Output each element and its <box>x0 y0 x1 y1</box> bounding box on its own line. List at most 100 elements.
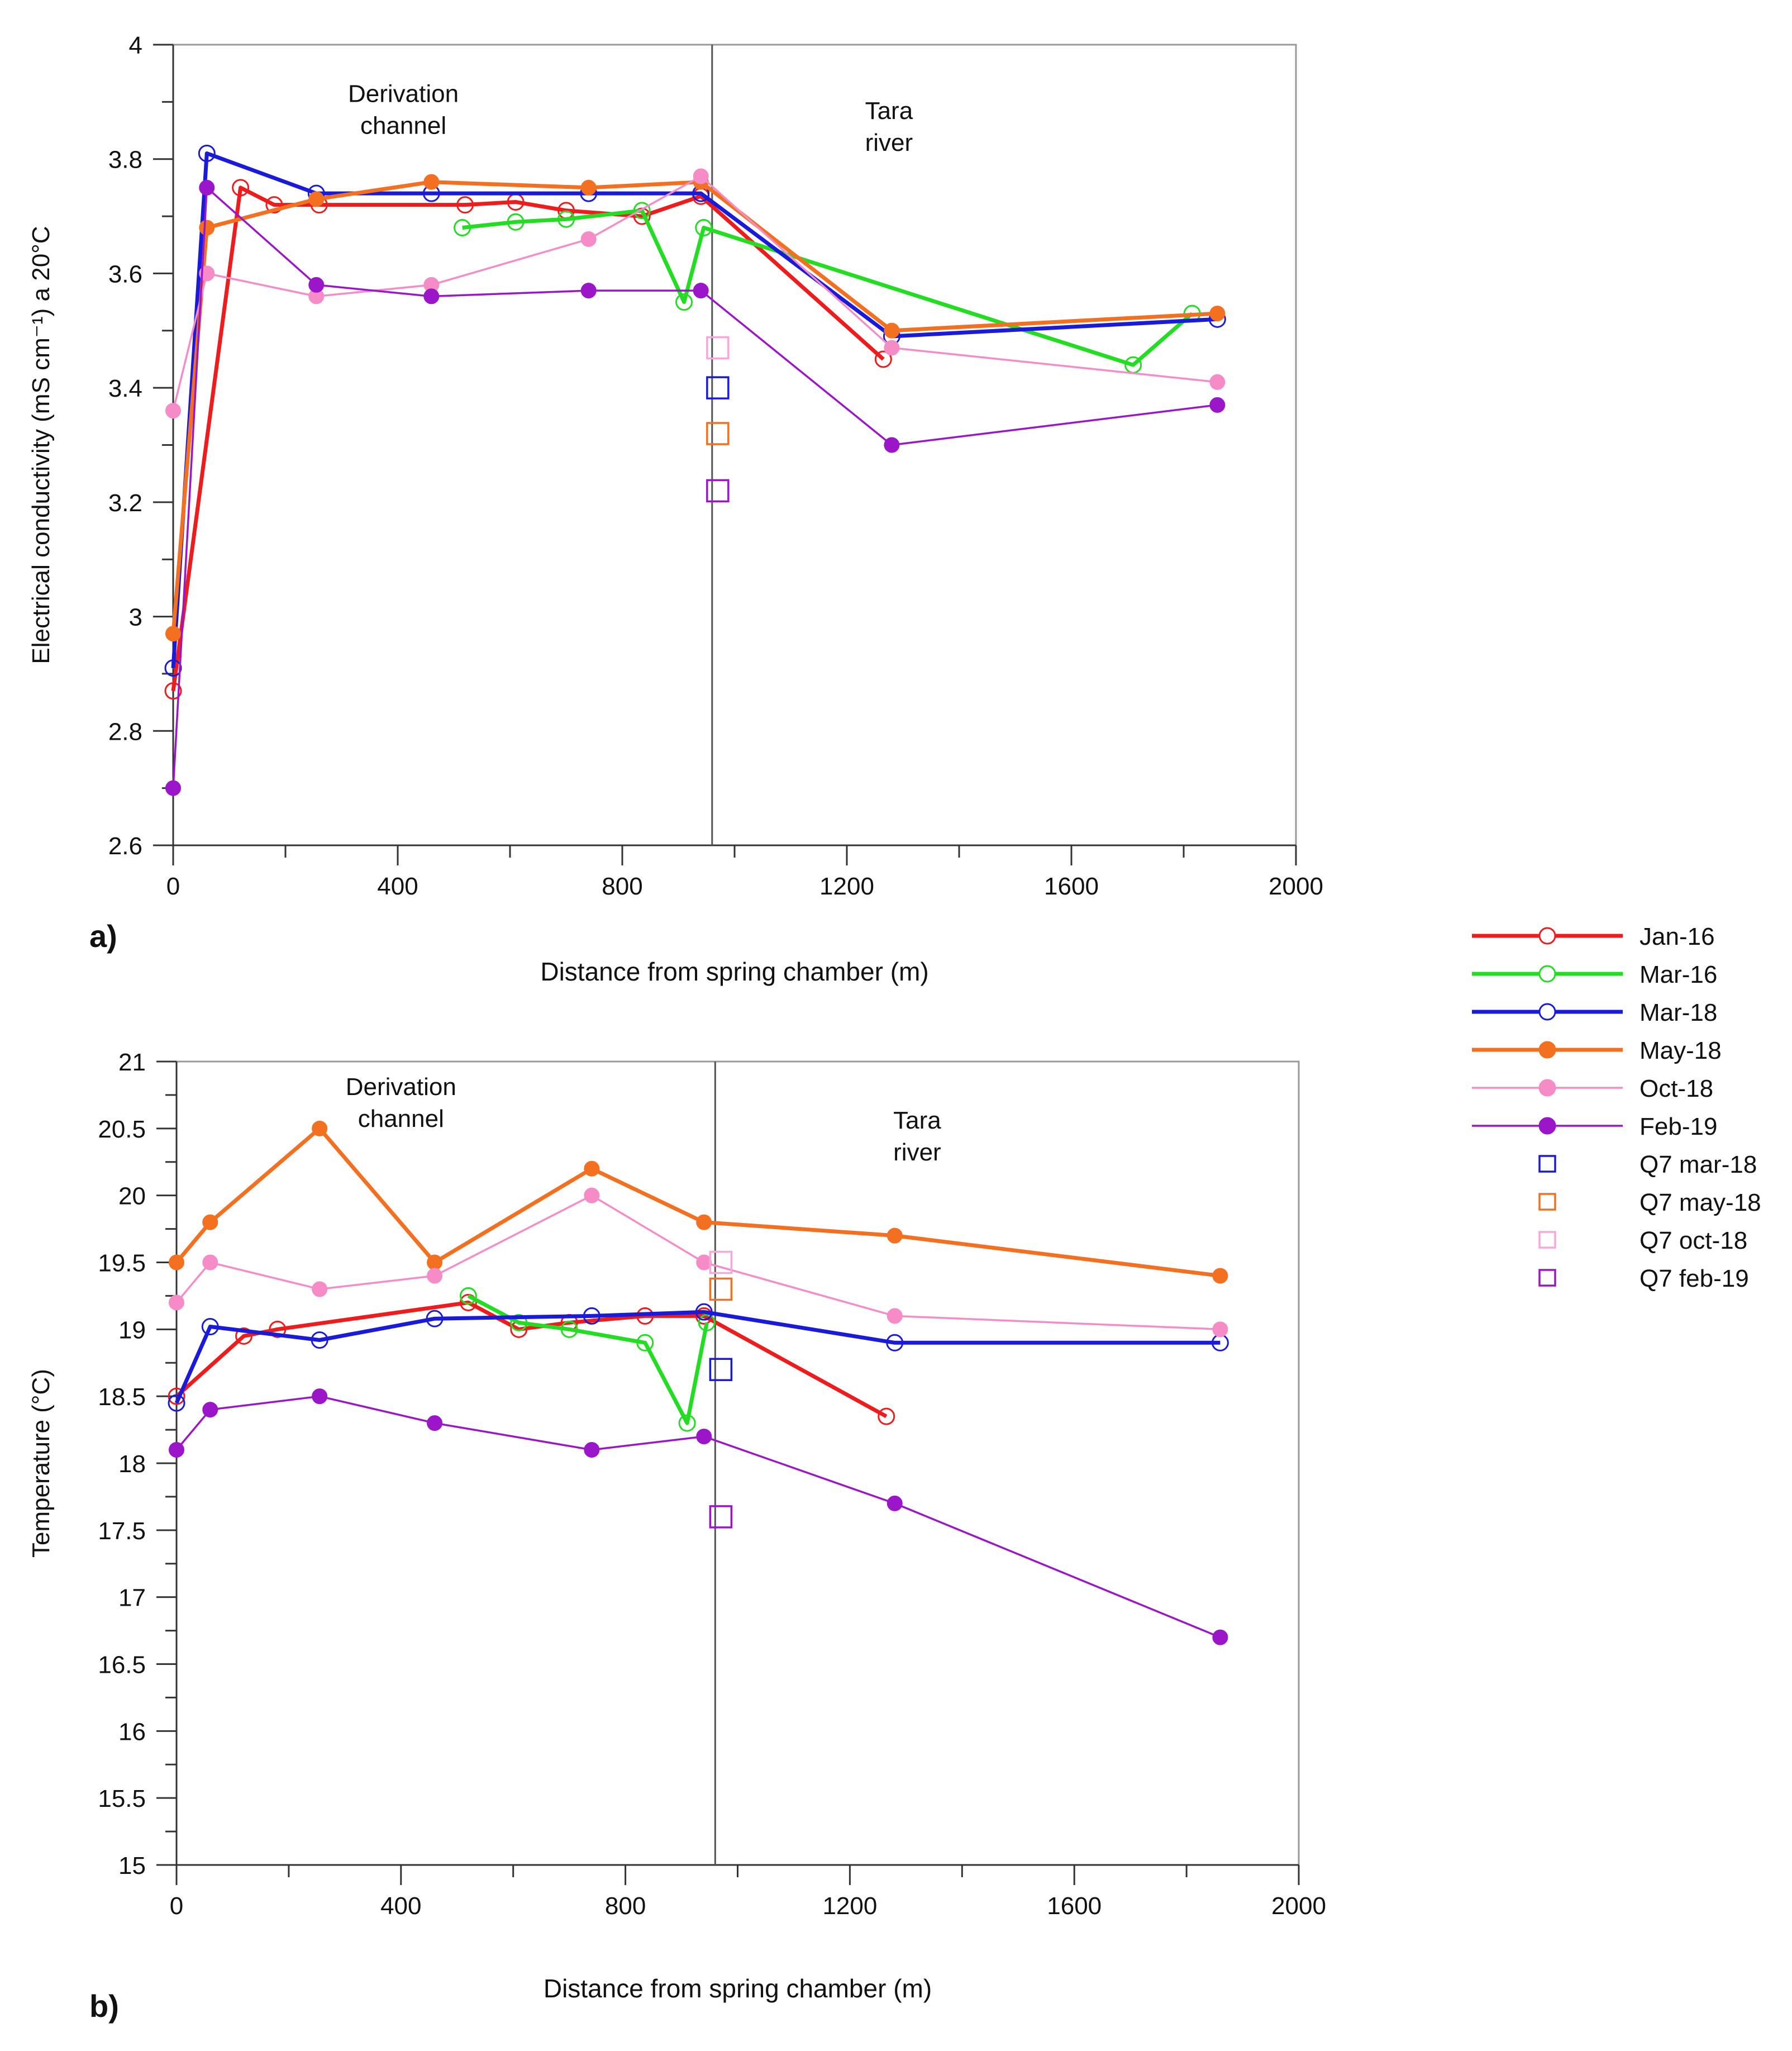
legend-label: Mar-18 <box>1640 999 1717 1026</box>
data-point-feb-19 <box>169 1442 184 1458</box>
y-tick-label: 16 <box>118 1718 146 1745</box>
y-tick-label: 21 <box>118 1049 146 1076</box>
region-annotation: channel <box>360 112 446 139</box>
region-annotation: river <box>865 129 913 156</box>
series-mar-18 <box>168 1303 1229 1412</box>
data-point-may-18 <box>423 174 440 190</box>
data-point-jan-16 <box>459 1293 477 1311</box>
y-tick-label: 19.5 <box>98 1250 146 1277</box>
legend-marker-swatch <box>1538 1117 1556 1135</box>
x-tick-label: 1200 <box>819 873 874 900</box>
series-line-may-18 <box>175 1126 1221 1278</box>
data-point-mar-16 <box>560 1320 578 1338</box>
data-point-jan-16 <box>235 1327 253 1345</box>
x-tick-label: 800 <box>605 1892 646 1920</box>
y-tick-label: 3.6 <box>108 260 142 288</box>
data-point-mar-18 <box>168 1394 185 1412</box>
data-point-jan-16 <box>168 1387 185 1405</box>
data-point-mar-16 <box>678 1414 696 1432</box>
legend-entry-q7-mar-18: Q7 mar-18 <box>1538 1151 1757 1178</box>
data-point-mar-16 <box>507 213 525 231</box>
data-point-oct-18 <box>1209 374 1226 390</box>
legend-label: Feb-19 <box>1640 1113 1717 1140</box>
x-tick-label: 800 <box>602 873 642 900</box>
data-point-may-18 <box>1209 306 1226 322</box>
data-point-oct-18 <box>580 231 597 248</box>
data-point-may-18 <box>312 1120 328 1136</box>
series-oct-18 <box>169 1187 1228 1338</box>
data-point-feb-19 <box>693 283 709 299</box>
data-point-mar-16 <box>510 1314 528 1331</box>
y-tick-label: 2.8 <box>108 718 142 745</box>
legend-entry-oct-18: Oct-18 <box>1472 1075 1713 1102</box>
x-axis-title: Distance from spring chamber (m) <box>544 1974 932 2003</box>
data-point-feb-19 <box>312 1388 328 1405</box>
data-point-jan-16 <box>232 179 250 197</box>
legend-square-swatch <box>1538 1155 1556 1173</box>
data-point-mar-18 <box>1211 1334 1229 1352</box>
data-point-mar-16 <box>695 219 713 237</box>
y-tick-label: 18.5 <box>98 1383 146 1411</box>
data-point-feb-19 <box>165 780 181 796</box>
data-point-may-18 <box>696 1214 712 1230</box>
data-point-feb-19 <box>427 1415 443 1431</box>
series-mar-16 <box>454 202 1201 374</box>
legend-label: Q7 may-18 <box>1640 1189 1761 1216</box>
data-point-oct-18 <box>887 1308 903 1324</box>
legend-marker-swatch <box>1538 1003 1556 1021</box>
legend-entry-q7-feb-19: Q7 feb-19 <box>1538 1265 1749 1292</box>
series-line-feb-19 <box>175 1395 1221 1639</box>
series-line-oct-18 <box>172 175 1218 411</box>
y-tick-label: 2.6 <box>108 832 142 860</box>
legend-square-swatch <box>1538 1193 1556 1211</box>
plot-frame <box>175 1060 1300 1866</box>
x-tick-label: 400 <box>377 873 418 900</box>
data-point-mar-18 <box>695 1303 713 1321</box>
data-point-mar-16 <box>636 1334 654 1352</box>
data-point-mar-16 <box>454 219 471 237</box>
data-point-may-18 <box>580 179 597 196</box>
data-point-may-18 <box>169 1254 184 1270</box>
series-jan-16 <box>168 1293 895 1425</box>
data-point-mar-16 <box>557 210 575 228</box>
legend-label: Mar-16 <box>1640 961 1717 988</box>
data-point-mar-16 <box>633 202 651 220</box>
legend-marker-swatch <box>1538 1079 1556 1097</box>
legend-label: Q7 mar-18 <box>1640 1151 1757 1178</box>
legend-entry-mar-16: Mar-16 <box>1472 961 1717 988</box>
series-feb-19 <box>169 1388 1228 1645</box>
series-line-oct-18 <box>175 1194 1221 1331</box>
legend-label: Q7 feb-19 <box>1640 1265 1749 1292</box>
x-tick-label: 400 <box>380 1892 421 1920</box>
y-tick-label: 3.2 <box>108 489 142 517</box>
data-point-jan-16 <box>878 1407 895 1425</box>
series-line-jan-16 <box>171 185 885 692</box>
series-line-mar-18 <box>174 1310 1221 1404</box>
region-annotation: river <box>893 1139 941 1166</box>
legend-marker-swatch <box>1538 965 1556 983</box>
panel-a-electrical-conductivity: 2.6 2.8 3 3.2 3.4 3.6 3.8 4 0 400 800 1200 1600 2000 D… <box>27 32 1323 986</box>
legend-marker-swatch <box>1538 927 1556 945</box>
legend-entry-jan-16: Jan-16 <box>1472 923 1715 950</box>
x-tick-label: 1600 <box>1047 1892 1102 1920</box>
data-point-oct-18 <box>884 340 900 356</box>
data-point-mar-18 <box>583 1307 600 1325</box>
legend-square-swatch <box>1538 1269 1556 1287</box>
region-annotation: Tara <box>893 1107 941 1134</box>
series-line-mar-18 <box>171 151 1218 668</box>
y-tick-label: 20 <box>118 1183 146 1210</box>
data-point-mar-18 <box>201 1318 219 1336</box>
data-point-mar-16 <box>459 1287 477 1305</box>
data-point-may-18 <box>427 1254 443 1270</box>
region-annotation: Tara <box>865 97 913 125</box>
data-point-may-18 <box>308 191 325 207</box>
data-point-jan-16 <box>456 196 474 214</box>
plot-frame <box>172 44 1297 846</box>
series-mar-18 <box>164 144 1226 677</box>
data-point-mar-18 <box>164 659 182 677</box>
y-tick-label: 4 <box>129 32 142 59</box>
data-point-q7-may-18 <box>709 1277 733 1301</box>
series-oct-18 <box>165 168 1226 419</box>
legend-label: Jan-16 <box>1640 923 1715 950</box>
data-point-may-18 <box>884 322 900 339</box>
